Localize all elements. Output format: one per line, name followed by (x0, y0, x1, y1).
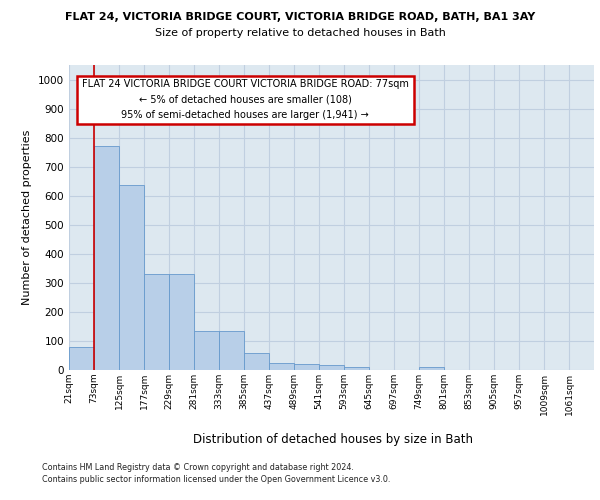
Bar (94, 146, 119, 370)
Bar (294, 364, 319, 370)
Bar (419, 367, 444, 370)
Bar (119, 184, 144, 370)
Bar (319, 365, 344, 370)
Bar (169, 274, 194, 370)
Bar (144, 274, 169, 370)
Bar (69, 347, 94, 370)
FancyBboxPatch shape (77, 76, 414, 124)
Bar (194, 332, 219, 370)
Text: FLAT 24, VICTORIA BRIDGE COURT, VICTORIA BRIDGE ROAD, BATH, BA1 3AY: FLAT 24, VICTORIA BRIDGE COURT, VICTORIA… (65, 12, 535, 22)
Text: Contains public sector information licensed under the Open Government Licence v3: Contains public sector information licen… (42, 475, 391, 484)
Bar (269, 362, 294, 370)
Text: Contains HM Land Registry data © Crown copyright and database right 2024.: Contains HM Land Registry data © Crown c… (42, 464, 354, 472)
Bar (244, 352, 269, 370)
Bar (344, 367, 369, 370)
Bar (219, 332, 244, 370)
Text: FLAT 24 VICTORIA BRIDGE COURT VICTORIA BRIDGE ROAD: 77sqm
← 5% of detached house: FLAT 24 VICTORIA BRIDGE COURT VICTORIA B… (82, 79, 409, 120)
Text: Size of property relative to detached houses in Bath: Size of property relative to detached ho… (155, 28, 445, 38)
Text: Distribution of detached houses by size in Bath: Distribution of detached houses by size … (193, 432, 473, 446)
Y-axis label: Number of detached properties: Number of detached properties (22, 130, 32, 305)
